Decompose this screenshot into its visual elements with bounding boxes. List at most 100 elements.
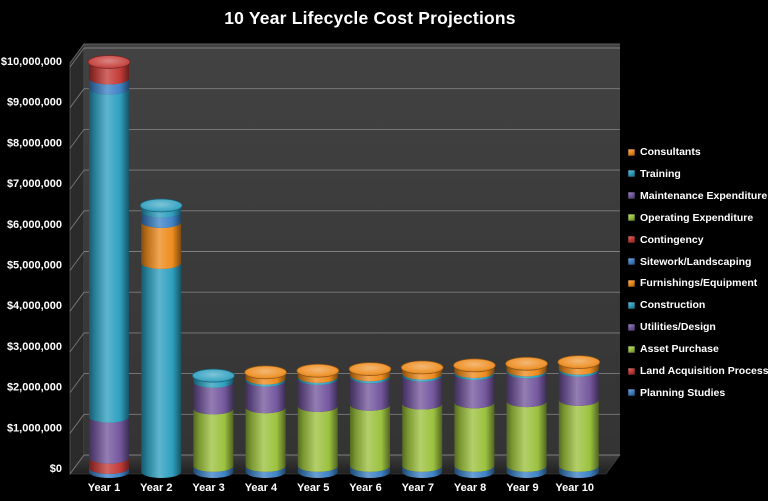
- gridline-side: [69, 373, 85, 393]
- bar-segment-maintenance-expenditure: [297, 378, 338, 412]
- legend-item-training: Training: [628, 167, 681, 181]
- bar-segment-operating-expenditure: [297, 405, 338, 472]
- x-axis-category-label: Year 7: [402, 482, 434, 494]
- gridline-side: [69, 88, 85, 108]
- wall-corner-edge: [69, 43, 85, 64]
- bar-year-4: [244, 365, 287, 479]
- y-axis-tick-label: $10,000,000: [1, 56, 62, 68]
- bar-segment-construction: [141, 262, 182, 479]
- bar-top-cap: [400, 360, 444, 375]
- legend-color-swatch-icon: [628, 279, 635, 287]
- legend-color-swatch-icon: [628, 170, 635, 178]
- gridline-side: [69, 251, 85, 271]
- x-axis-category-label: Year 4: [245, 482, 278, 494]
- bar-segment-training: [297, 376, 338, 385]
- bar-segment-land-acquisition-process: [89, 457, 129, 474]
- x-axis-category-label: Year 1: [88, 482, 120, 494]
- bar-top-cap: [557, 355, 601, 369]
- bar-segment-operating-expenditure: [245, 407, 286, 472]
- bar-year-1: [87, 55, 131, 478]
- y-axis-tick-label: $9,000,000: [7, 97, 62, 109]
- bar-segment-operating-expenditure: [350, 404, 390, 472]
- bar-segment-maintenance-expenditure: [454, 374, 495, 409]
- legend-color-swatch-icon: [628, 367, 635, 375]
- bar-segment-maintenance-expenditure: [193, 381, 234, 415]
- x-axis-category-label: Year 2: [140, 482, 172, 494]
- legend-item-consultants: Consultants: [628, 145, 701, 159]
- legend-item-land-acquisition-process: Land Acquisition Process: [628, 364, 768, 378]
- y-axis-tick-label: $2,000,000: [7, 382, 62, 394]
- gridline-side: [69, 169, 85, 190]
- bar-segment-maintenance-expenditure: [506, 372, 547, 408]
- legend-item-furnishings-equipment: Furnishings/Equipment: [628, 276, 757, 290]
- bar-top-cap: [453, 358, 496, 373]
- bar-year-2: [139, 198, 183, 479]
- bar-segment-sitework-landscaping: [297, 465, 338, 479]
- legend-item-label: Land Acquisition Process: [640, 365, 768, 377]
- bar-top-cap: [139, 198, 183, 213]
- legend-item-contingency: Contingency: [628, 233, 704, 247]
- legend-color-swatch-icon: [628, 345, 635, 353]
- bar-top-cap: [296, 363, 340, 378]
- bar-segment-maintenance-expenditure: [402, 375, 443, 410]
- legend-item-construction: Construction: [628, 298, 705, 312]
- bar-segment-operating-expenditure: [506, 401, 547, 472]
- bar-segment-furnishings-equipment: [141, 221, 182, 269]
- bar-segment-maintenance-expenditure: [558, 370, 599, 406]
- bar-segment-planning-studies: [89, 467, 129, 478]
- gridline-side: [69, 291, 85, 312]
- bar-segment-sitework-landscaping: [193, 465, 234, 479]
- legend-item-label: Utilities/Design: [640, 321, 716, 334]
- bar-top-cap: [87, 55, 131, 69]
- x-axis-category-label: Year 8: [454, 482, 486, 494]
- gridline-side: [69, 129, 85, 149]
- legend-item-label: Sitework/Landscaping: [640, 255, 752, 268]
- bar-year-6: [348, 362, 392, 478]
- y-axis-tick-label: $6,000,000: [7, 219, 62, 231]
- legend-item-planning-studies: Planning Studies: [628, 386, 725, 400]
- bar-segment-training: [350, 375, 390, 384]
- bar-segment-sitework-landscaping: [454, 465, 495, 479]
- legend-item-sitework-landscaping: Sitework/Landscaping: [628, 255, 751, 269]
- x-axis-category-label: Year 9: [506, 482, 538, 494]
- bar-segment-sitework-landscaping: [245, 465, 286, 479]
- y-axis-tick-label: $3,000,000: [7, 341, 62, 353]
- legend-color-swatch-icon: [628, 214, 635, 222]
- bar-segment-sitework-landscaping: [350, 465, 390, 478]
- x-axis-category-label: Year 5: [297, 482, 329, 494]
- bar-segment-training: [506, 370, 547, 379]
- legend-item-utilities-design: Utilities/Design: [628, 320, 716, 334]
- legend-item-asset-purchase: Asset Purchase: [628, 342, 719, 356]
- x-axis-category-label: Year 10: [555, 482, 594, 494]
- bar-segment-maintenance-expenditure: [245, 380, 286, 414]
- y-axis-tick-label: $7,000,000: [7, 178, 62, 190]
- bar-segment-operating-expenditure: [193, 408, 234, 472]
- legend-item-label: Contingency: [640, 233, 704, 246]
- y-axis-tick-label: $8,000,000: [7, 137, 62, 149]
- bar-top-cap: [348, 362, 392, 376]
- bar-segment-sitework-landscaping: [402, 465, 443, 479]
- y-axis-tick-label: $1,000,000: [7, 422, 62, 434]
- bar-segment-operating-expenditure: [454, 402, 495, 472]
- legend-color-swatch-icon: [628, 192, 635, 200]
- bar-segment-utilities-design: [89, 416, 129, 464]
- bar-segment-training: [454, 371, 495, 381]
- legend-color-swatch-icon: [628, 323, 635, 331]
- y-axis-tick-label: $4,000,000: [7, 300, 62, 312]
- y-axis-tick-label: $5,000,000: [7, 260, 62, 272]
- bar-segment-maintenance-expenditure: [350, 377, 390, 411]
- bar-year-10: [557, 355, 601, 479]
- legend-color-swatch-icon: [628, 258, 635, 265]
- legend-item-operating-expenditure: Operating Expenditure: [628, 211, 753, 225]
- bar-segment-training: [558, 368, 599, 377]
- x-axis-category-label: Year 3: [192, 482, 224, 494]
- gridline-side: [69, 454, 85, 475]
- bar-segment-operating-expenditure: [402, 403, 443, 472]
- legend-item-label: Maintenance Expenditure: [640, 189, 768, 202]
- legend-item-label: Asset Purchase: [640, 343, 719, 356]
- bar-segment-sitework-landscaping: [89, 78, 129, 95]
- bar-year-3: [192, 368, 235, 479]
- legend-color-swatch-icon: [628, 301, 635, 309]
